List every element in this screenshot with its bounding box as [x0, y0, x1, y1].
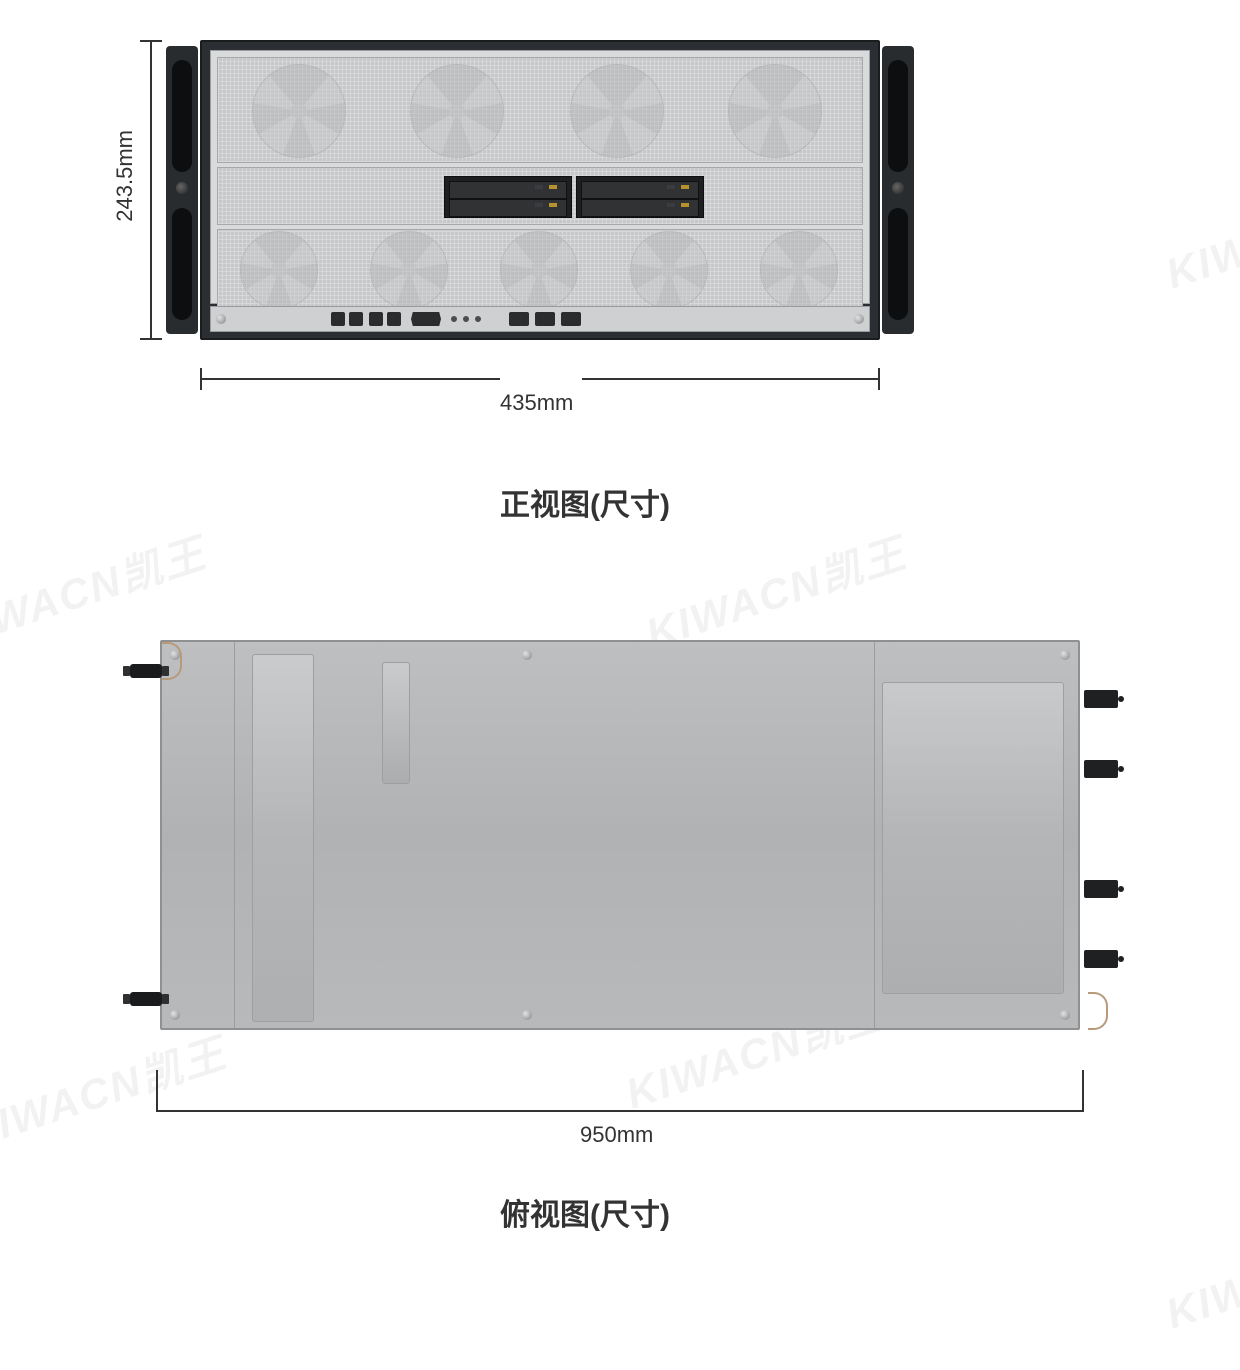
front-caption: 正视图(尺寸) — [500, 480, 670, 524]
panel-seam — [234, 642, 235, 1028]
dim-tick — [140, 40, 162, 42]
status-led-icon — [475, 316, 481, 322]
status-led-icon — [463, 316, 469, 322]
middle-row — [217, 167, 863, 225]
dim-line-depth — [156, 1110, 1084, 1112]
front-chassis — [200, 40, 880, 340]
dim-line-width — [200, 378, 500, 380]
rack-handle-icon — [130, 992, 162, 1006]
watermark: KIWACN凯王 — [1157, 160, 1240, 302]
dim-tick — [156, 1070, 158, 1112]
status-led-icon — [451, 316, 457, 322]
fan-icon — [500, 231, 578, 309]
psu-handle-icon — [1084, 690, 1118, 708]
fan-icon — [630, 231, 708, 309]
screw-icon — [522, 1010, 532, 1020]
dim-line-height — [150, 40, 152, 340]
drive-bay — [444, 176, 572, 218]
psu-handle-icon — [1084, 950, 1118, 968]
rack-handle-right — [882, 46, 914, 334]
top-chassis — [160, 640, 1080, 1030]
fan-icon — [728, 64, 822, 158]
dim-height-label: 243.5mm — [112, 130, 138, 222]
dim-tick — [140, 338, 162, 340]
psu-handle-icon — [1084, 880, 1118, 898]
psu-handle-icon — [1084, 760, 1118, 778]
usb-port-icon — [349, 312, 363, 326]
screw-icon — [1060, 1010, 1070, 1020]
io-strip — [210, 306, 870, 332]
fan-icon — [252, 64, 346, 158]
page: KIWACN凯王 KIWACN凯王 KIWACN凯王 KIWACN凯王 KIWA… — [0, 0, 1240, 1370]
fan-row-top — [217, 57, 863, 163]
screw-icon — [1060, 650, 1070, 660]
top-emboss — [882, 682, 1064, 994]
dim-depth-label: 950mm — [580, 1122, 653, 1148]
rj45-port-icon — [561, 312, 581, 326]
front-view — [200, 40, 880, 340]
screw-icon — [522, 650, 532, 660]
usb-port-icon — [387, 312, 401, 326]
screw-icon — [170, 1010, 180, 1020]
rj45-port-icon — [535, 312, 555, 326]
front-panel — [210, 50, 870, 304]
drive-bay — [576, 176, 704, 218]
dim-line-width — [582, 378, 880, 380]
panel-seam — [874, 642, 875, 1028]
watermark: KIWACN凯王 — [1157, 1200, 1240, 1342]
cable-icon — [1088, 992, 1108, 1030]
fan-icon — [410, 64, 504, 158]
rj45-port-icon — [509, 312, 529, 326]
dim-tick — [200, 368, 202, 390]
top-emboss — [252, 654, 314, 1022]
usb-port-icon — [369, 312, 383, 326]
dim-tick — [1082, 1070, 1084, 1112]
vga-port-icon — [411, 312, 441, 326]
dim-width-label: 435mm — [500, 390, 573, 416]
rack-handle-icon — [130, 664, 162, 678]
fan-icon — [240, 231, 318, 309]
fan-icon — [760, 231, 838, 309]
rack-handle-left — [166, 46, 198, 334]
fan-icon — [370, 231, 448, 309]
dim-tick — [878, 368, 880, 390]
usb-port-icon — [331, 312, 345, 326]
fan-icon — [570, 64, 664, 158]
top-view — [130, 620, 1110, 1050]
fan-row-bottom — [217, 229, 863, 309]
top-caption: 俯视图(尺寸) — [500, 1190, 670, 1234]
top-emboss — [382, 662, 410, 784]
